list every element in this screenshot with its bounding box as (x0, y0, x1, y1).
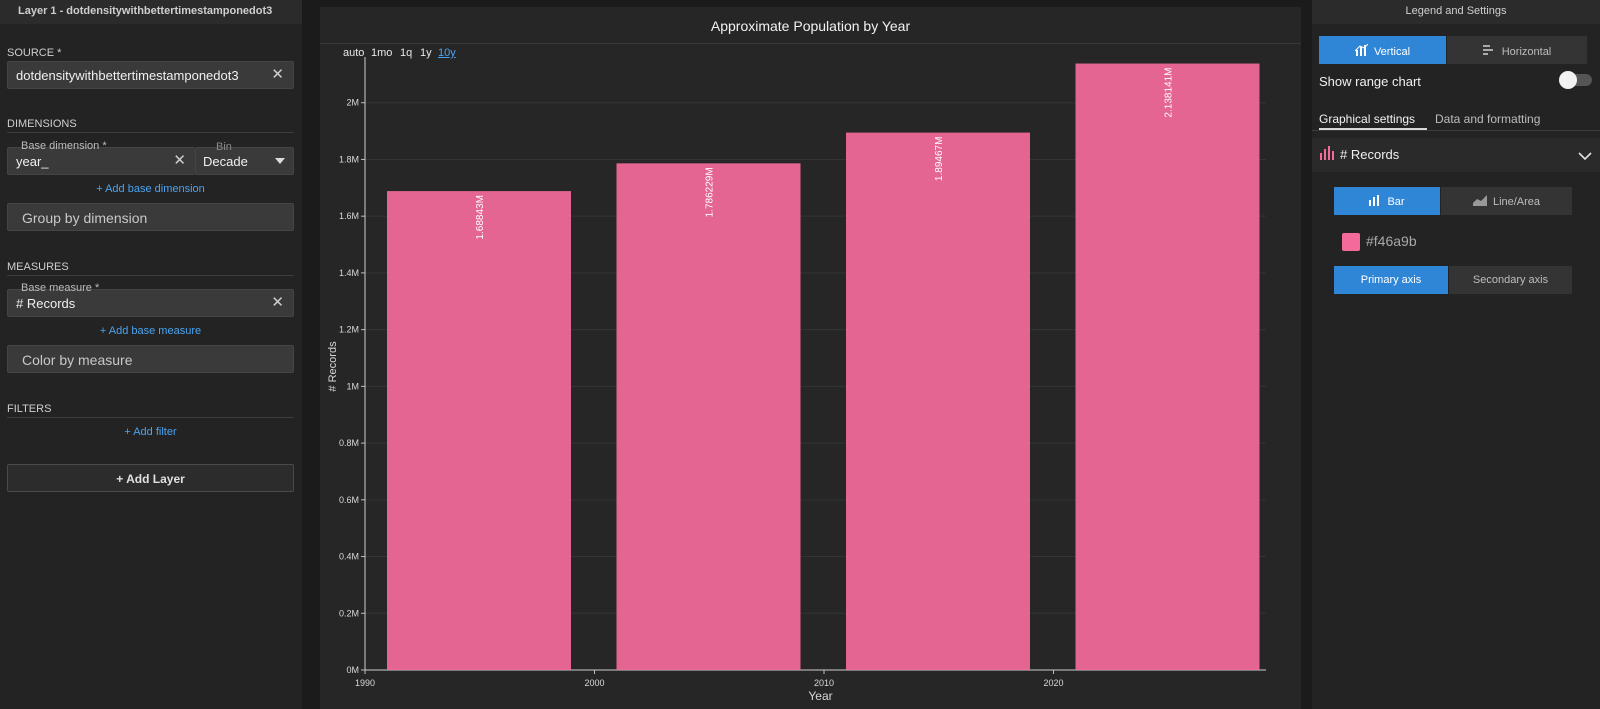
bar-1990[interactable] (387, 191, 571, 670)
horizontal-label: Horizontal (1501, 46, 1552, 58)
zoom-1mo[interactable]: 1mo (371, 47, 393, 59)
layer-title: Layer 1 - dotdensitywithbettertimestampo… (0, 0, 302, 24)
y-axis-label: # Records (327, 341, 339, 392)
x-tick-label: 2010 (814, 678, 834, 688)
y-tick-label: 0M (346, 665, 359, 675)
primary-axis-button[interactable]: Primary axis (1334, 266, 1448, 294)
type-line-area-label: Line/Area (1492, 196, 1541, 208)
close-icon[interactable]: ✕ (173, 152, 186, 169)
y-tick-label: 1.6M (339, 211, 359, 221)
zoom-1q[interactable]: 1q (400, 47, 413, 59)
base-measure-select[interactable]: # Records ✕ (7, 289, 294, 317)
orientation-vertical-button[interactable]: Vertical (1319, 36, 1446, 64)
layer-panel: Layer 1 - dotdensitywithbettertimestampo… (0, 0, 302, 709)
y-tick-label: 1M (346, 381, 359, 391)
y-tick-label: 1.4M (339, 268, 359, 278)
bar-value-label: 1.786229M (705, 167, 716, 217)
bar-2020[interactable] (1075, 63, 1260, 671)
base-dimension-select[interactable]: year_ ✕ (7, 147, 195, 175)
y-tick-label: 1.2M (339, 325, 359, 335)
chart-panel: Approximate Population by Year auto 1mo … (320, 7, 1301, 709)
add-base-dimension-link[interactable]: + Add base dimension (96, 183, 205, 195)
y-tick-label: 0.4M (339, 552, 359, 562)
y-tick-label: 0.2M (339, 608, 359, 618)
y-tick-label: 0.6M (339, 495, 359, 505)
close-icon[interactable]: ✕ (271, 66, 284, 83)
zoom-1y[interactable]: 1y (420, 47, 432, 59)
measures-label: MEASURES (7, 261, 69, 273)
show-range-chart-toggle[interactable] (1559, 71, 1592, 89)
color-hex-value[interactable]: #f46a9b (1366, 233, 1417, 249)
measure-accordion[interactable]: # Records (1312, 138, 1600, 172)
bar-2000[interactable] (616, 163, 801, 670)
bar-2010[interactable] (846, 132, 1030, 670)
dimensions-label: DIMENSIONS (7, 118, 77, 130)
source-select[interactable]: dotdensitywithbettertimestamponedot3 ✕ (7, 61, 294, 89)
base-measure-label: Base measure * (21, 282, 100, 294)
divider (7, 417, 294, 418)
bar-chart-icon (1369, 195, 1381, 209)
active-tab-indicator (1319, 128, 1427, 130)
secondary-axis-label: Secondary axis (1472, 274, 1549, 286)
source-label: SOURCE * (7, 47, 62, 59)
group-by-dimension-button[interactable]: Group by dimension (7, 203, 294, 231)
caret-down-icon (275, 158, 285, 164)
base-measure-value: # Records (16, 296, 76, 311)
divider (7, 132, 294, 133)
filters-label: FILTERS (7, 403, 52, 415)
orientation-horizontal-button[interactable]: Horizontal (1447, 36, 1587, 64)
color-by-measure-button[interactable]: Color by measure (7, 345, 294, 373)
bar-value-label: 1.89467M (934, 137, 945, 181)
type-line-area-button[interactable]: Line/Area (1441, 187, 1572, 215)
divider (7, 275, 294, 276)
settings-title: Legend and Settings (1312, 0, 1600, 24)
horizontal-bar-chart-icon (1482, 44, 1496, 59)
type-bar-button[interactable]: Bar (1334, 187, 1440, 215)
tab-data-and-formatting[interactable]: Data and formatting (1435, 112, 1541, 126)
zoom-auto[interactable]: auto (343, 47, 365, 59)
show-range-chart-label: Show range chart (1319, 74, 1421, 89)
chevron-down-icon[interactable] (1578, 148, 1592, 166)
bar-value-label: 2.138141M (1164, 68, 1175, 118)
bar-chart[interactable]: 0M 0.2M 0.4M 0.6M 0.8M 1M 1.2M 1.4M 1.6M 1.8M 2M 1.… (320, 7, 1301, 709)
add-base-measure-link[interactable]: + Add base measure (99, 325, 202, 337)
primary-axis-label: Primary axis (1360, 274, 1422, 286)
color-swatch[interactable] (1342, 233, 1360, 251)
toggle-knob (1559, 71, 1577, 89)
base-dimension-label: Base dimension * (21, 140, 107, 152)
tab-graphical-settings[interactable]: Graphical settings (1319, 112, 1416, 126)
y-tick-label: 1.8M (339, 154, 359, 164)
bin-label: Bin (216, 141, 232, 153)
bar-chart-icon (1320, 146, 1334, 165)
close-icon[interactable]: ✕ (271, 294, 284, 311)
area-chart-icon (1472, 195, 1487, 209)
x-tick-label: 2000 (584, 678, 604, 688)
chart-title: Approximate Population by Year (710, 18, 911, 34)
divider (1312, 130, 1600, 131)
zoom-10y[interactable]: 10y (438, 47, 456, 59)
bin-value: Decade (203, 154, 248, 169)
legend-settings-panel: Legend and Settings Vertical Horizontal … (1312, 0, 1600, 709)
measure-name: # Records (1340, 147, 1400, 162)
x-tick-label: 2020 (1043, 678, 1063, 688)
bin-select[interactable]: Decade (195, 147, 294, 175)
add-filter-link[interactable]: + Add filter (124, 426, 177, 438)
vertical-label: Vertical (1373, 46, 1411, 58)
base-dimension-value: year_ (16, 154, 49, 169)
add-layer-button[interactable]: + Add Layer (7, 464, 294, 492)
x-tick-label: 1990 (355, 678, 375, 688)
y-tick-label: 0.8M (339, 438, 359, 448)
source-value: dotdensitywithbettertimestamponedot3 (16, 68, 239, 83)
vertical-bar-chart-icon (1354, 43, 1369, 59)
y-tick-label: 2M (346, 98, 359, 108)
divider (320, 43, 1301, 44)
bar-value-label: 1.68843M (475, 195, 486, 239)
x-axis-label: Year (808, 689, 832, 703)
type-bar-label: Bar (1387, 196, 1405, 208)
secondary-axis-button[interactable]: Secondary axis (1449, 266, 1572, 294)
